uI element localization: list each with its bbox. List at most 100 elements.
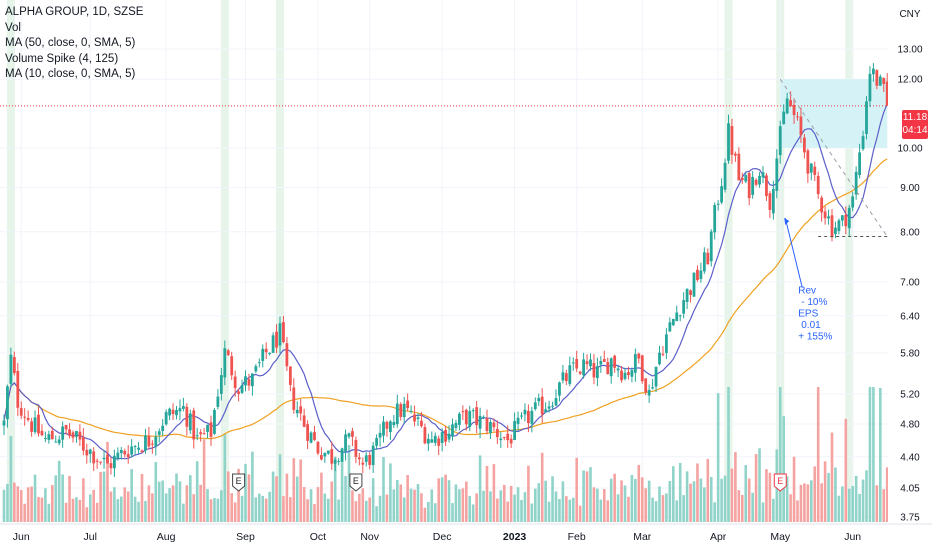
volume-bar bbox=[237, 468, 240, 522]
candle-body bbox=[302, 415, 306, 427]
candle bbox=[264, 342, 268, 359]
candle bbox=[637, 352, 641, 364]
candle bbox=[309, 431, 313, 444]
volume-bar bbox=[596, 488, 599, 522]
legend-ma10[interactable]: MA (10, close, 0, SMA, 5) bbox=[5, 68, 136, 80]
candle bbox=[202, 428, 206, 435]
volume-bar bbox=[116, 499, 120, 522]
candle bbox=[154, 431, 158, 456]
candle bbox=[744, 172, 748, 184]
candle bbox=[499, 432, 503, 448]
candle-body bbox=[81, 437, 85, 451]
volume-bar bbox=[113, 487, 116, 522]
candle bbox=[803, 133, 806, 159]
candle-body bbox=[551, 405, 554, 407]
candle bbox=[320, 447, 323, 461]
candle-body bbox=[458, 413, 461, 425]
candle-body bbox=[202, 433, 206, 435]
candle-body bbox=[85, 449, 89, 456]
candle bbox=[178, 399, 182, 421]
earnings-marker-label: E bbox=[777, 476, 783, 486]
candle-body bbox=[399, 404, 403, 417]
volume-bar bbox=[295, 476, 299, 522]
candle bbox=[885, 73, 889, 106]
volume-bar bbox=[627, 496, 630, 522]
volume-bar bbox=[313, 504, 316, 522]
candle bbox=[192, 407, 196, 449]
candle bbox=[554, 389, 558, 407]
candle bbox=[665, 328, 668, 360]
candle-body bbox=[416, 417, 420, 420]
candle-body bbox=[582, 359, 585, 376]
volume-bar bbox=[123, 487, 127, 522]
legend-volume-spike[interactable]: Volume Spike (4, 125) bbox=[5, 52, 119, 65]
volume-bar bbox=[465, 481, 468, 522]
candle bbox=[126, 445, 130, 464]
candle bbox=[413, 405, 416, 427]
candle bbox=[461, 405, 465, 421]
candle-body bbox=[351, 431, 354, 437]
legend-vol[interactable]: Vol bbox=[5, 21, 21, 34]
volume-bar bbox=[582, 470, 585, 522]
candle bbox=[37, 407, 40, 437]
candle-body bbox=[799, 116, 803, 136]
candle-body bbox=[12, 357, 16, 374]
candle-body bbox=[92, 451, 96, 464]
candle-body bbox=[644, 378, 648, 393]
candle bbox=[33, 410, 37, 435]
candle bbox=[523, 403, 527, 422]
candle bbox=[288, 366, 292, 392]
volume-bar bbox=[668, 481, 672, 522]
candle bbox=[54, 435, 58, 443]
candle-body bbox=[282, 322, 285, 343]
candle bbox=[458, 412, 461, 431]
volume-bar bbox=[164, 493, 168, 522]
candle-body bbox=[247, 379, 251, 386]
candle-body bbox=[782, 111, 786, 125]
candle-body bbox=[813, 166, 817, 175]
candle bbox=[251, 373, 254, 396]
candle-body bbox=[520, 415, 523, 417]
volume-bar bbox=[199, 484, 202, 522]
candle bbox=[799, 107, 803, 143]
candle bbox=[99, 461, 102, 465]
volume-bars bbox=[2, 387, 889, 522]
legend-symbol[interactable]: ALPHA GROUP, 1D, SZSE bbox=[5, 6, 144, 18]
volume-bar bbox=[409, 488, 413, 522]
candle-body bbox=[596, 366, 599, 379]
volume-bar bbox=[830, 432, 834, 522]
candle bbox=[382, 416, 385, 443]
candle-body bbox=[209, 422, 213, 437]
volume-bar bbox=[330, 481, 334, 522]
candle-body bbox=[182, 406, 185, 409]
candle bbox=[592, 354, 596, 385]
time-tick-label: Jul bbox=[84, 531, 97, 543]
candle-body bbox=[720, 186, 723, 203]
candle-body bbox=[102, 457, 106, 460]
candle bbox=[661, 345, 665, 357]
candle bbox=[578, 370, 582, 375]
volume-bar bbox=[865, 470, 868, 522]
candle-body bbox=[340, 448, 344, 462]
candle bbox=[716, 200, 720, 211]
volume-bar bbox=[47, 503, 51, 522]
volume-bar bbox=[106, 441, 109, 522]
volume-bar bbox=[513, 494, 516, 522]
legend-ma50[interactable]: MA (50, close, 0, SMA, 5) bbox=[5, 37, 136, 49]
candle-body bbox=[827, 216, 830, 219]
volume-bar bbox=[157, 481, 161, 522]
volume-bar bbox=[665, 493, 668, 522]
candle bbox=[720, 178, 723, 205]
candle-body bbox=[792, 104, 796, 116]
candle bbox=[2, 414, 6, 436]
candle-body bbox=[99, 461, 102, 463]
candle bbox=[820, 195, 824, 222]
candle bbox=[540, 388, 544, 424]
time-axis: Jun Jul Aug Sep Oct Nov Dec 2023 Feb Mar Apr May Jun bbox=[13, 531, 862, 543]
volume-bar bbox=[171, 485, 175, 522]
candle-body bbox=[682, 300, 686, 314]
volume-bar bbox=[723, 475, 727, 522]
candle bbox=[785, 92, 789, 115]
candle bbox=[113, 449, 116, 477]
